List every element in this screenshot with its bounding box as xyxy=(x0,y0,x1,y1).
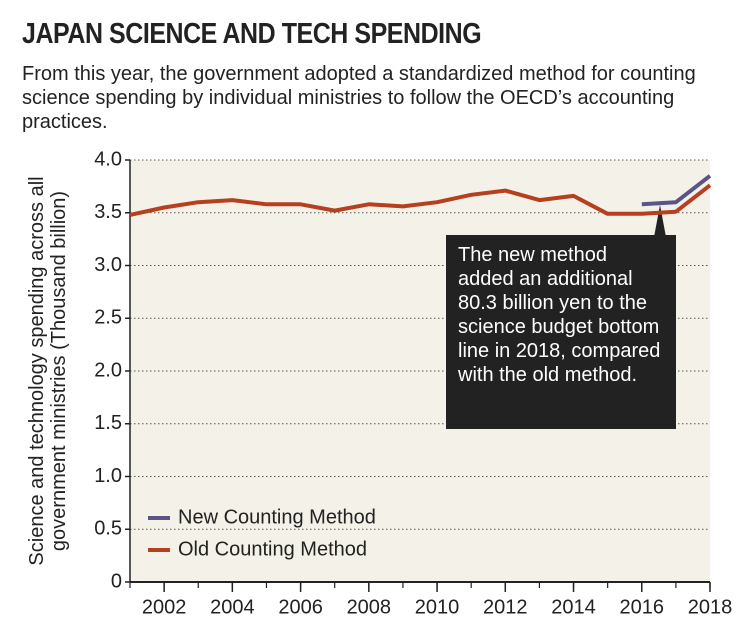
y-tick-label: 1.0 xyxy=(94,465,122,487)
annotation: The new method added an additional 80.3 … xyxy=(446,235,676,429)
y-axis-label-line: government ministries (Thousand billion) xyxy=(48,191,70,551)
legend-label: New Counting Method xyxy=(178,506,376,528)
x-tick-label: 2010 xyxy=(415,596,460,618)
y-axis-label-line: Science and technology spending across a… xyxy=(26,176,48,565)
y-tick-label: 4.0 xyxy=(94,148,122,170)
y-tick-label: 3.5 xyxy=(94,201,122,223)
x-tick-label: 2016 xyxy=(620,596,665,618)
chart-subtitle: From this year, the government adopted a… xyxy=(22,63,696,133)
series-line xyxy=(129,183,712,217)
y-tick-label: 0 xyxy=(111,570,122,592)
series-line xyxy=(641,174,712,207)
y-axis-label: Science and technology spending across a… xyxy=(26,176,70,565)
y-tick-label: 2.5 xyxy=(94,307,122,329)
x-tick-label: 2006 xyxy=(278,596,323,618)
x-tick-label: 2008 xyxy=(347,596,392,618)
annotation-pointer xyxy=(654,205,666,237)
x-tick-label: 2018 xyxy=(688,596,733,618)
y-tick-label: 2.0 xyxy=(94,359,122,381)
x-tick-label: 2014 xyxy=(551,596,596,618)
y-tick-label: 0.5 xyxy=(94,518,122,540)
y-tick-label: 1.5 xyxy=(94,412,122,434)
x-tick-label: 2004 xyxy=(210,596,255,618)
legend-label: Old Counting Method xyxy=(178,538,367,560)
y-tick-label: 3.0 xyxy=(94,254,122,276)
chart-title: JAPAN SCIENCE AND TECH SPENDING xyxy=(22,18,482,50)
x-tick-label: 2002 xyxy=(142,596,187,618)
x-tick-label: 2012 xyxy=(483,596,528,618)
